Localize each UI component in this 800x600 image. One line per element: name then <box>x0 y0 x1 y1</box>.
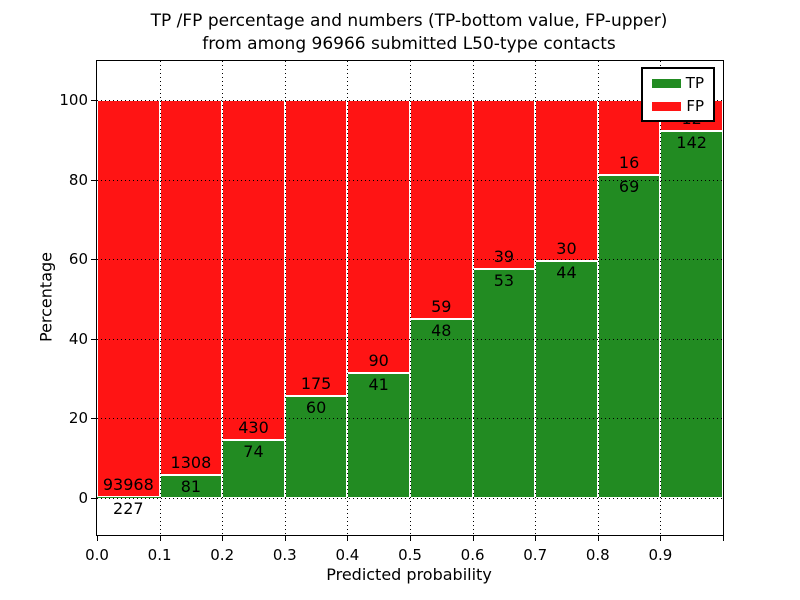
tp-count-label: 69 <box>618 176 640 196</box>
y-tick <box>91 497 97 499</box>
y-tick-label: 80 <box>68 170 88 189</box>
v-gridline <box>535 61 537 535</box>
bar-segment-fp <box>284 100 348 397</box>
chart-title: TP /FP percentage and numbers (TP-bottom… <box>151 10 668 56</box>
bar-segment-fp <box>159 100 223 475</box>
tp-count-label: 227 <box>113 499 144 519</box>
v-gridline <box>284 61 286 535</box>
fp-count-label: 175 <box>300 374 332 394</box>
fp-count-label: 93968 <box>102 475 154 495</box>
bar-segment-tp <box>410 319 473 498</box>
y-tick-label: 60 <box>68 250 88 269</box>
plot-area: TP FP 93968 227 1308 81 430 74 175 60 90 41 59 48 39… <box>59 60 724 564</box>
y-tick <box>91 179 97 181</box>
tp-count-label: 74 <box>243 441 264 461</box>
fp-count-label: 39 <box>493 246 515 266</box>
y-axis-label: Percentage <box>36 251 56 343</box>
y-tick-label: 40 <box>68 329 88 348</box>
chart-title-line-1: TP /FP percentage and numbers (TP-bottom… <box>150 11 668 31</box>
x-tick-label: 0.9 <box>648 546 673 564</box>
x-tick <box>723 535 724 541</box>
bar-segment-tp <box>597 174 661 498</box>
y-tick <box>91 338 97 340</box>
bar-segment-tp <box>472 268 536 498</box>
y-tick-label: 20 <box>68 409 88 428</box>
x-axis-label: Predicted probability <box>326 565 492 584</box>
x-tick <box>284 535 286 541</box>
y-tick <box>91 418 97 420</box>
bar-segment-fp <box>535 100 598 262</box>
bar-segment-fp <box>347 100 410 374</box>
tp-count-label: 60 <box>305 398 327 418</box>
y-tick-label: 0 <box>78 488 88 507</box>
bar-segment-tp <box>660 131 723 498</box>
tp-count-label: 48 <box>431 321 452 341</box>
x-tick-label: 0.1 <box>147 546 172 564</box>
tp-count-label: 44 <box>556 263 577 283</box>
legend-item-fp: FP <box>652 98 704 114</box>
x-tick-label: 0.5 <box>398 546 422 564</box>
fp-count-label: 59 <box>431 297 452 317</box>
bar-segment-fp <box>472 100 536 269</box>
tp-count-label: 142 <box>676 133 707 152</box>
tp-count-label: 81 <box>180 476 202 496</box>
v-gridline <box>472 61 474 535</box>
tp-count-label: 53 <box>493 270 515 290</box>
chart-title-line-2: from among 96966 submitted L50-type cont… <box>202 34 616 54</box>
fp-count-label: 90 <box>368 351 389 371</box>
bar-segment-fp <box>97 100 160 498</box>
v-gridline <box>660 61 662 535</box>
bar-segment-tp <box>347 373 410 498</box>
x-tick <box>660 535 662 541</box>
x-tick <box>597 535 599 541</box>
y-tick-label: 100 <box>59 91 88 109</box>
x-tick <box>97 535 98 541</box>
y-tick <box>91 259 97 261</box>
x-tick <box>159 535 161 541</box>
x-tick-label: 0.4 <box>335 546 360 564</box>
y-tick <box>91 100 97 101</box>
bar-segment-fp <box>222 100 285 440</box>
bar-segment-tp <box>535 261 598 498</box>
legend: TP FP <box>641 67 715 122</box>
tp-count-label: 41 <box>368 375 389 395</box>
x-tick-label: 0.2 <box>210 546 235 564</box>
v-gridline <box>410 61 411 535</box>
bar-segment-tp <box>222 439 285 498</box>
x-tick <box>535 535 537 541</box>
bar-segment-fp <box>410 100 473 320</box>
x-tick <box>472 535 474 541</box>
fp-count-label: 16 <box>618 152 640 172</box>
v-gridline <box>222 61 224 535</box>
legend-label-tp: TP <box>685 74 704 92</box>
v-gridline <box>159 61 161 535</box>
legend-label-fp: FP <box>686 97 704 115</box>
x-tick <box>347 535 349 541</box>
legend-item-tp: TP <box>652 75 704 91</box>
bar-segment-tp <box>97 496 160 498</box>
fp-count-label: 30 <box>556 239 577 259</box>
x-tick <box>410 535 411 541</box>
v-gridline <box>597 61 599 535</box>
x-tick <box>222 535 224 541</box>
legend-swatch-fp-icon <box>652 101 681 111</box>
x-tick-label: 0.7 <box>523 546 548 564</box>
fp-count-label: 430 <box>238 417 269 437</box>
x-tick-label: 0.3 <box>272 546 297 564</box>
bar-segment-tp <box>284 396 348 498</box>
x-tick-label: 0.0 <box>85 546 109 564</box>
legend-swatch-tp-icon <box>652 78 681 88</box>
v-gridline <box>347 61 349 535</box>
x-tick-label: 0.6 <box>460 546 485 564</box>
x-tick-label: 0.8 <box>585 546 610 564</box>
fp-count-label: 1308 <box>170 452 212 472</box>
